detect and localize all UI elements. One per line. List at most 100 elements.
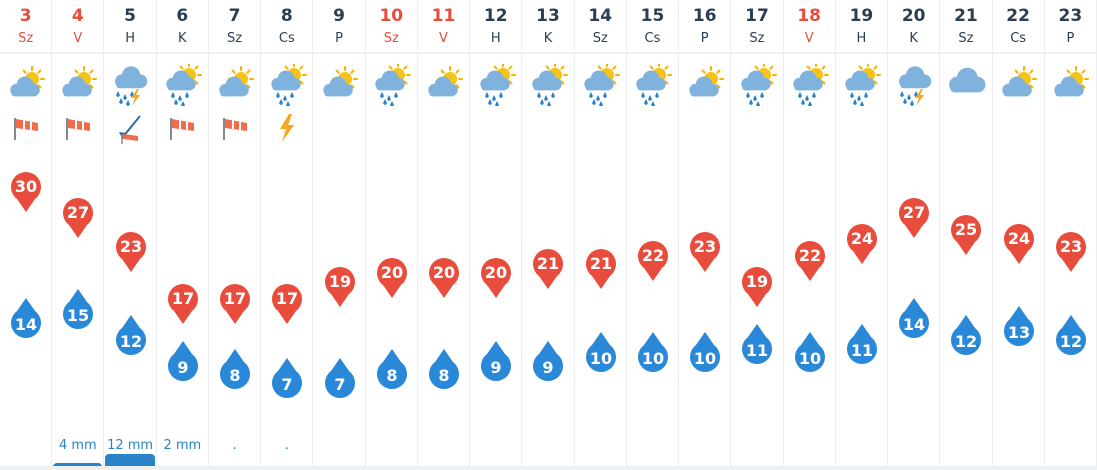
- max-temp-marker: 27: [899, 197, 930, 238]
- day-name: Sz: [227, 31, 243, 46]
- wind-icon: [222, 118, 247, 140]
- day-number: 21: [954, 6, 978, 26]
- max-temp-marker: 20: [481, 258, 512, 299]
- day-column[interactable]: 5 H 23 12 12 mm: [104, 0, 157, 470]
- day-column[interactable]: 16 P 23 10: [679, 0, 732, 470]
- day-column[interactable]: 9 P 19 7: [313, 0, 366, 470]
- min-temp-label: 8: [438, 366, 449, 385]
- sun-rain-icon: [480, 64, 516, 106]
- max-temp-marker: 22: [637, 240, 668, 281]
- max-temp-marker: 19: [742, 266, 773, 307]
- day-number: 14: [588, 6, 613, 26]
- thunder-rain-icon: [115, 66, 148, 106]
- max-temp-label: 27: [67, 203, 89, 222]
- min-temp-label: 12: [955, 332, 977, 351]
- sun-rain-icon: [636, 64, 673, 106]
- min-temp-marker: 15: [63, 289, 94, 330]
- bottom-border: [0, 466, 1097, 470]
- day-column[interactable]: 13 K 21 9: [522, 0, 575, 470]
- day-number: 22: [1006, 6, 1030, 26]
- day-number: 23: [1058, 6, 1083, 26]
- day-number: 17: [745, 6, 769, 26]
- max-temp-label: 22: [799, 246, 821, 265]
- day-column[interactable]: 3 Sz 30 14: [0, 0, 53, 470]
- day-name: K: [543, 31, 553, 46]
- day-number: 7: [228, 6, 241, 26]
- day-column[interactable]: 17 Sz 19 11: [731, 0, 784, 470]
- day-column[interactable]: 8 Cs 17 7.: [261, 0, 314, 470]
- max-temp-label: 21: [537, 254, 559, 273]
- min-temp-marker: 10: [585, 332, 616, 373]
- wind-icon: [170, 118, 195, 140]
- day-name: K: [909, 31, 918, 46]
- max-temp-label: 21: [590, 254, 612, 273]
- day-number: 15: [640, 6, 665, 26]
- max-temp-label: 23: [1060, 237, 1082, 256]
- max-temp-marker: 23: [1055, 232, 1086, 273]
- wind-direction-icon: [119, 115, 141, 144]
- day-column[interactable]: 19 H 24 11: [836, 0, 889, 470]
- lightning-icon: [279, 114, 294, 142]
- max-temp-marker: 24: [846, 223, 877, 264]
- max-temp-label: 20: [485, 263, 507, 282]
- day-name: Cs: [278, 31, 295, 46]
- day-number: 5: [124, 6, 136, 26]
- min-temp-marker: 10: [637, 332, 668, 373]
- day-name: P: [700, 31, 709, 46]
- max-temp-label: 27: [903, 203, 925, 222]
- max-temp-marker: 20: [429, 258, 459, 299]
- day-name: Sz: [383, 31, 399, 46]
- day-number: 11: [431, 6, 456, 26]
- min-temp-marker: 13: [1003, 306, 1034, 347]
- day-column[interactable]: 11 V 20 8: [418, 0, 471, 470]
- day-number: 19: [849, 6, 874, 26]
- max-temp-marker: 27: [63, 197, 94, 238]
- max-temp-marker: 23: [115, 232, 146, 273]
- day-column[interactable]: 10 Sz 20 8: [366, 0, 418, 470]
- max-temp-marker: 30: [11, 171, 42, 212]
- day-name: Cs: [644, 31, 661, 46]
- day-column[interactable]: 22 Cs 24 13: [993, 0, 1045, 470]
- sun-cloud-icon: [427, 66, 463, 97]
- max-temp-marker: 21: [585, 249, 616, 290]
- sun-cloud-icon: [218, 66, 254, 97]
- day-name: K: [178, 31, 187, 46]
- day-column[interactable]: 7 Sz 17 8.: [209, 0, 262, 470]
- day-number: 6: [176, 6, 189, 26]
- min-temp-marker: 10: [794, 332, 825, 373]
- day-name: V: [439, 31, 448, 46]
- min-temp-marker: 8: [220, 349, 251, 390]
- day-number: 10: [379, 6, 404, 26]
- day-column[interactable]: 20 K 27 14: [888, 0, 941, 470]
- day-name: V: [804, 31, 814, 46]
- day-column[interactable]: 15 Cs 22 10: [627, 0, 680, 470]
- day-column[interactable]: 12 H 20 9: [470, 0, 523, 470]
- sun-rain-icon: [741, 64, 777, 106]
- precipitation-amount: 4 mm: [58, 438, 97, 453]
- day-number: 16: [692, 6, 717, 26]
- min-temp-label: 10: [799, 349, 821, 368]
- day-column[interactable]: 18 V 22 10: [784, 0, 836, 470]
- min-temp-label: 10: [642, 349, 664, 368]
- day-column[interactable]: 4 V 27 15 4 mm: [52, 0, 105, 470]
- day-column[interactable]: 6 K 17 9 2 mm: [157, 0, 209, 470]
- min-temp-label: 8: [229, 366, 240, 385]
- day-number: 12: [483, 6, 508, 26]
- min-temp-label: 7: [282, 375, 293, 394]
- min-temp-label: 8: [386, 366, 397, 385]
- max-temp-marker: 17: [272, 283, 303, 324]
- day-column[interactable]: 21 Sz 25 12: [940, 0, 993, 470]
- min-temp-label: 13: [1007, 323, 1029, 342]
- min-temp-label: 11: [746, 341, 768, 360]
- sun-cloud-icon: [9, 66, 45, 97]
- max-temp-label: 19: [746, 272, 768, 291]
- day-name: Cs: [1010, 31, 1027, 46]
- min-temp-marker: 12: [1055, 314, 1086, 355]
- min-temp-marker: 10: [690, 332, 721, 373]
- day-column[interactable]: 14 Sz 21 10: [575, 0, 627, 470]
- day-column[interactable]: 23 P 23 12: [1045, 0, 1097, 470]
- max-temp-label: 20: [433, 263, 455, 282]
- min-temp-label: 9: [177, 358, 188, 377]
- day-name: Sz: [749, 31, 765, 46]
- max-temp-label: 19: [328, 272, 350, 291]
